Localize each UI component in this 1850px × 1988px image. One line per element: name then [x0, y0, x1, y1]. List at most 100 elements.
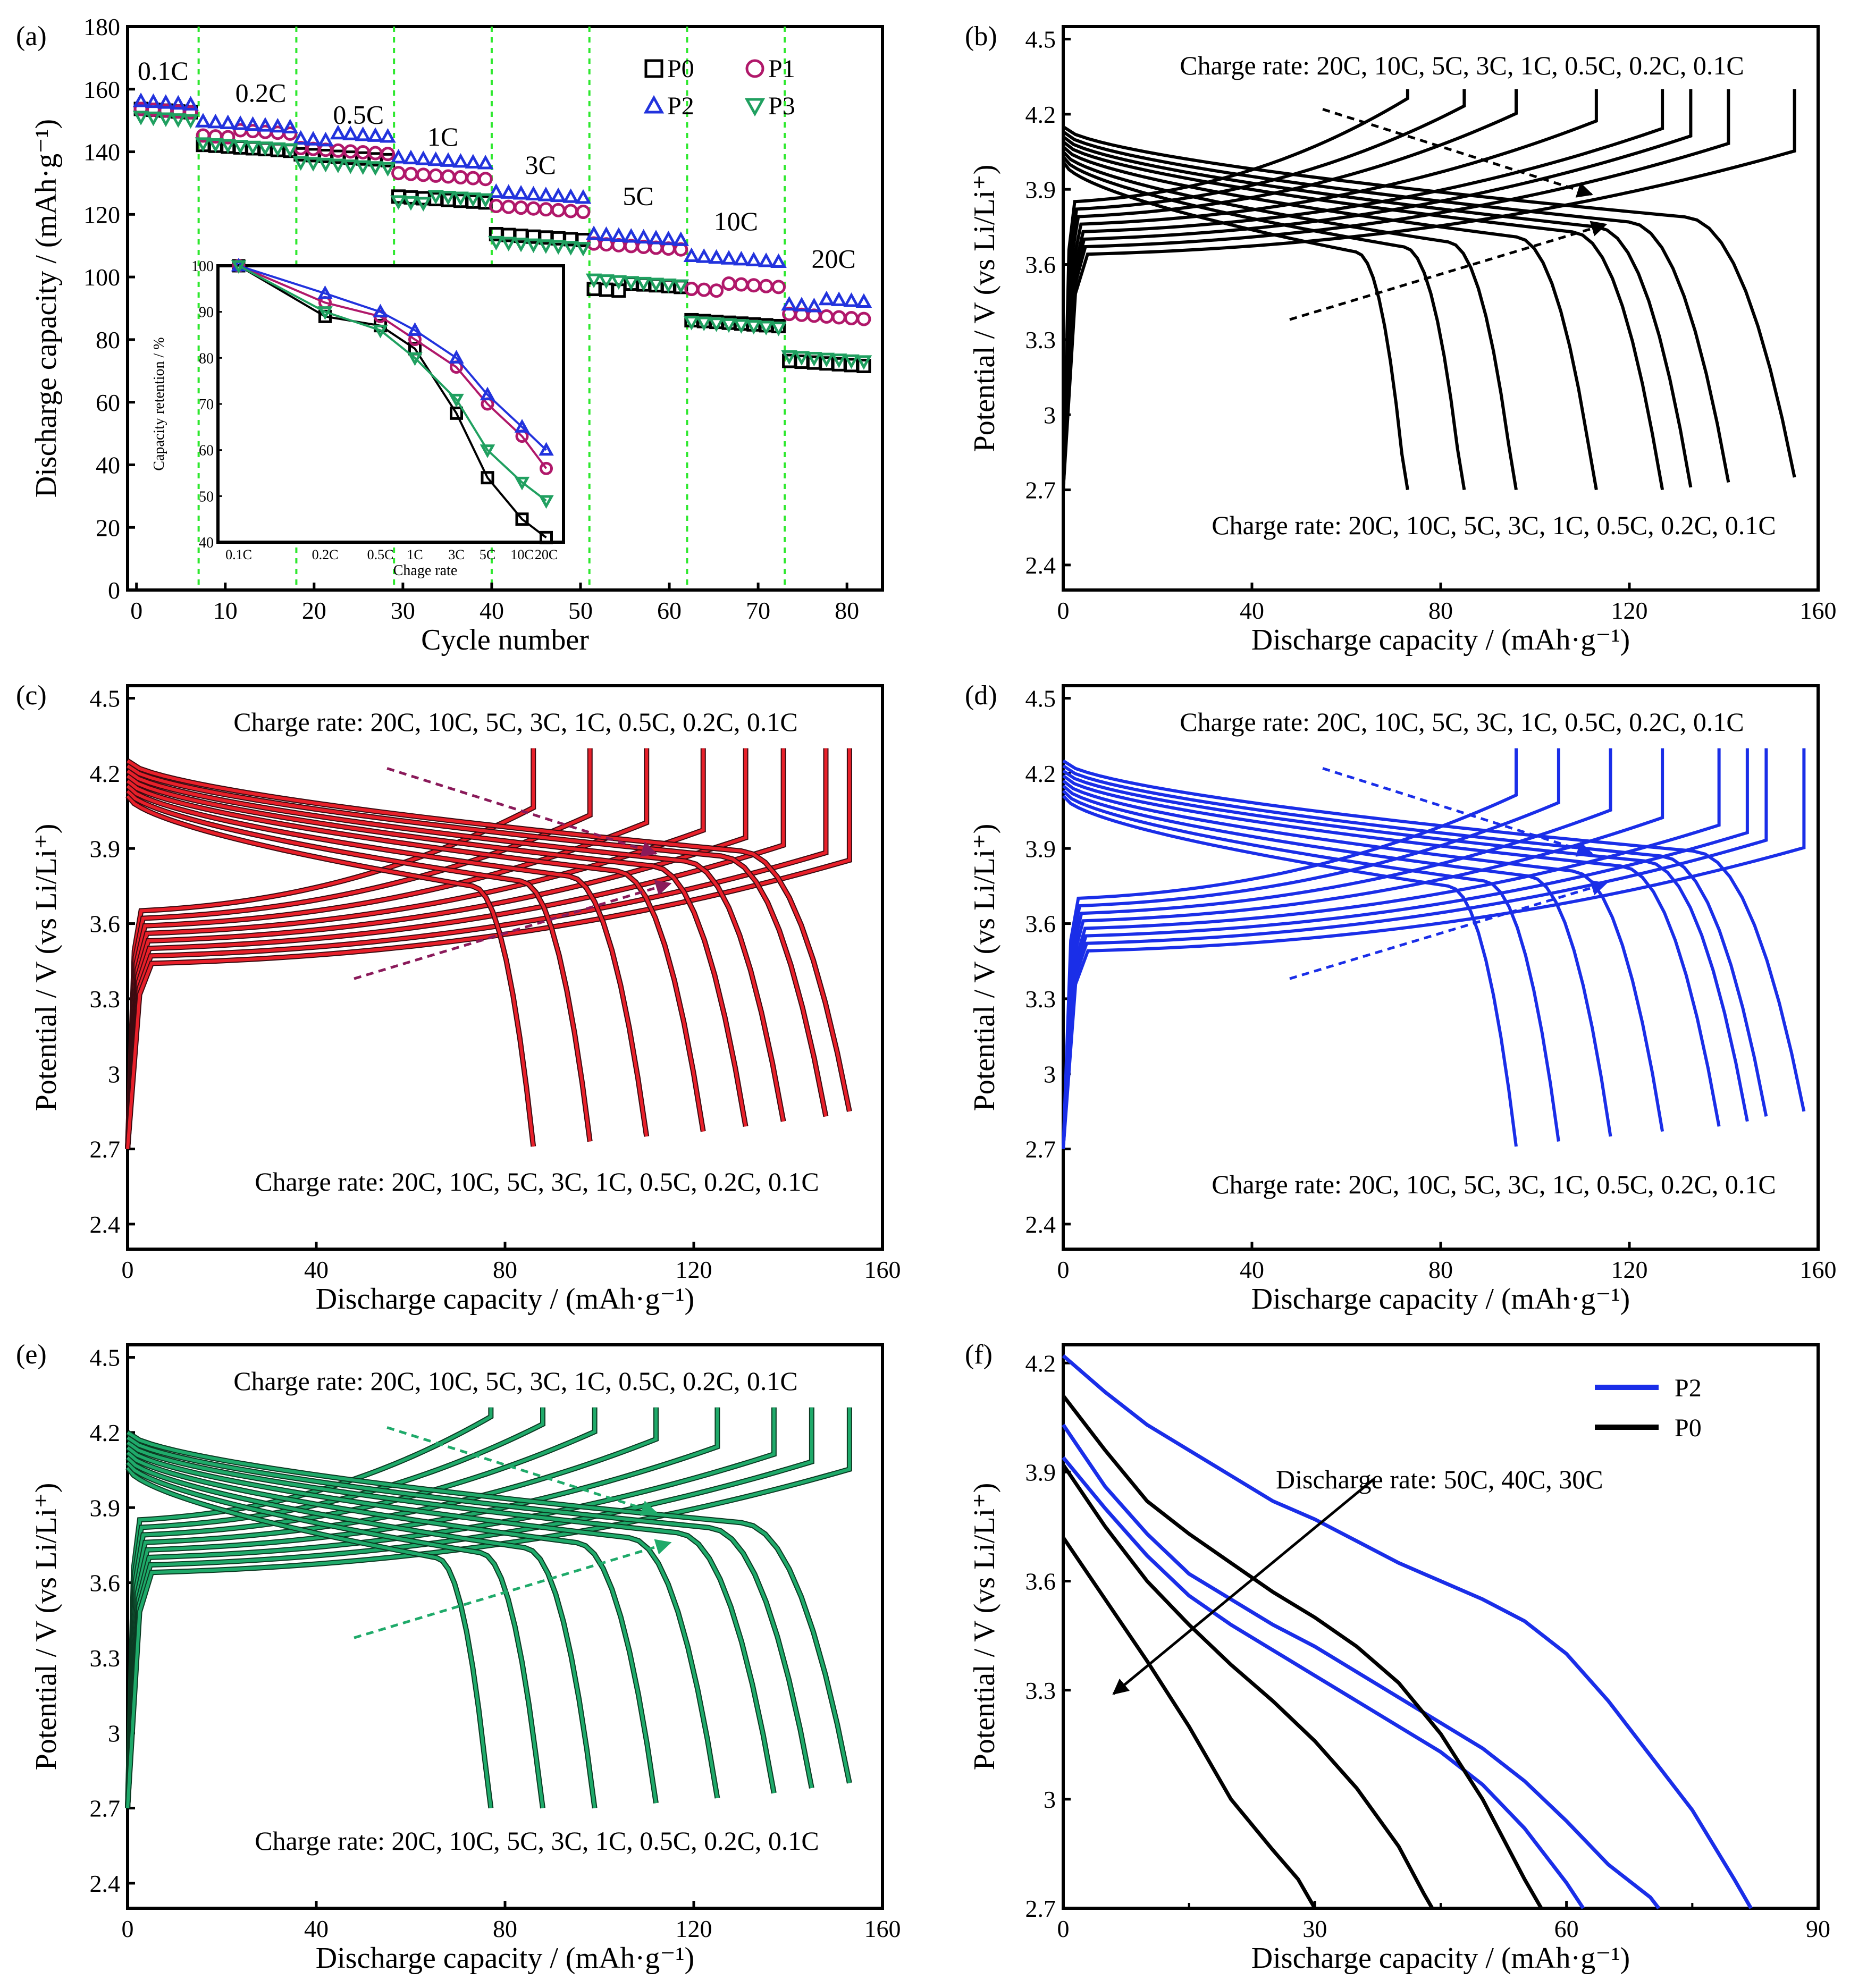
charge-trend-arrow	[386, 767, 658, 857]
x-axis-label: Cycle number	[421, 624, 589, 656]
inset-marker	[515, 512, 529, 526]
data-marker	[453, 170, 468, 185]
charge-curve	[126, 748, 649, 1149]
charge-rate-annotation-bottom: Charge rate: 20C, 10C, 5C, 3C, 1C, 0.5C,…	[255, 1826, 819, 1856]
data-marker	[781, 350, 797, 365]
y-tick-label: 3.9	[1025, 1459, 1056, 1486]
charge-rate-annotation-bottom: Charge rate: 20C, 10C, 5C, 3C, 1C, 0.5C,…	[1212, 1169, 1776, 1199]
data-marker	[623, 276, 640, 291]
data-marker	[292, 156, 309, 171]
inset-marker	[373, 304, 388, 318]
data-marker	[585, 273, 602, 289]
y-tick-label: 2.4	[90, 1211, 121, 1238]
discharge-curve	[1062, 130, 1730, 483]
legend-label: P1	[768, 55, 795, 83]
charge-rate-annotation-top: Charge rate: 20C, 10C, 5C, 3C, 1C, 0.5C,…	[1180, 50, 1744, 80]
x-tick-label: 0	[1057, 1256, 1070, 1283]
legend-marker	[644, 59, 663, 78]
inset-y-tick-label: 70	[199, 397, 214, 413]
data-marker	[770, 253, 787, 268]
data-marker	[734, 277, 749, 292]
inset-marker	[231, 260, 247, 274]
data-marker	[415, 150, 432, 165]
discharge-trend-arrow	[354, 880, 672, 980]
x-axis-label: Discharge capacity / (mAh·g⁻¹)	[1251, 624, 1630, 656]
inset-marker	[317, 285, 333, 299]
charge-curve	[1062, 89, 1466, 490]
data-marker	[758, 321, 775, 335]
inset-line	[238, 265, 547, 538]
discharge-curve	[1062, 140, 1664, 491]
y-tick-label: 3.6	[90, 911, 121, 938]
discharge-curve	[127, 1436, 813, 1789]
inset-marker	[514, 476, 530, 491]
inset-x-tick-label: 0.5C	[367, 547, 394, 562]
data-marker	[683, 316, 700, 331]
data-marker	[770, 322, 787, 336]
legend-label: P3	[768, 92, 795, 120]
x-tick-label: 40	[480, 597, 504, 624]
inset-x-tick-label: 5C	[480, 547, 495, 562]
data-marker	[856, 311, 871, 326]
inset-y-tick-label: 100	[191, 258, 214, 275]
data-marker	[477, 193, 494, 208]
data-marker	[232, 115, 249, 130]
y-tick-label: 2.7	[90, 1795, 121, 1822]
legend-marker	[744, 98, 766, 117]
inset-series	[231, 257, 554, 544]
data-marker	[305, 131, 322, 146]
data-marker	[465, 192, 482, 207]
x-tick-label: 0	[122, 1915, 134, 1942]
data-marker	[855, 355, 872, 370]
inset-x-tick-label: 20C	[535, 547, 558, 562]
x-tick-label: 160	[864, 1915, 901, 1942]
charge-curve	[1062, 89, 1409, 490]
x-tick-label: 120	[1611, 1256, 1648, 1283]
panel-label-f: (f)	[965, 1340, 993, 1370]
data-marker	[793, 351, 810, 366]
data-marker	[220, 114, 237, 129]
x-tick-label: 80	[1428, 597, 1453, 624]
data-marker	[380, 147, 395, 162]
y-axis-label: Potential / V (vs Li/Li⁺)	[968, 1483, 1001, 1771]
y-tick-label: 3	[108, 1060, 120, 1088]
charge-curve	[126, 1407, 813, 1808]
x-tick-label: 0	[1057, 1915, 1070, 1942]
rate-label: 1C	[427, 122, 458, 151]
legend-marker	[643, 95, 665, 114]
data-marker	[575, 189, 592, 204]
axes: 0 40 80 120 160 2.4 2.7 3 3.3 3.6 3.9 4.2 4.5	[90, 685, 901, 1283]
charge-curve	[126, 748, 785, 1149]
y-tick-label: 120	[83, 201, 120, 228]
data-marker	[843, 354, 860, 369]
data-marker	[257, 141, 274, 156]
axes: 0 40 80 120 160 2.4 2.7 3 3.3 3.6 3.9 4.2 4.5	[1025, 685, 1837, 1283]
x-tick-label: 0	[122, 1256, 134, 1283]
data-marker	[695, 316, 712, 332]
legend: P0 P1 P2 P3	[643, 55, 795, 120]
x-tick-label: 10	[213, 597, 238, 624]
discharge-curve	[127, 1446, 719, 1799]
data-marker	[221, 130, 236, 145]
y-tick-label: 3.3	[1025, 1677, 1056, 1704]
y-tick-label: 4.2	[90, 1419, 121, 1446]
data-marker	[232, 140, 249, 155]
discharge-curve	[1062, 769, 1749, 1122]
x-tick-label: 30	[1302, 1915, 1327, 1942]
data-marker	[745, 251, 762, 266]
data-marker	[452, 191, 469, 206]
discharge-curve	[127, 779, 705, 1132]
x-tick-label: 160	[864, 1256, 901, 1283]
trend-arrows	[1289, 767, 1608, 980]
panel-b: (b) Charge rate: 20C, 10C, 5C, 3C, 1C, 0…	[965, 21, 1837, 656]
data-marker	[207, 113, 224, 129]
data-marker	[721, 276, 736, 291]
data-marker	[283, 126, 298, 141]
discharge-curve	[127, 1431, 851, 1784]
discharge-curve	[127, 759, 851, 1112]
discharge-curve	[127, 785, 649, 1137]
discharge-trend-arrow	[354, 1539, 672, 1639]
data-marker	[576, 205, 591, 220]
inset-marker	[480, 444, 495, 458]
